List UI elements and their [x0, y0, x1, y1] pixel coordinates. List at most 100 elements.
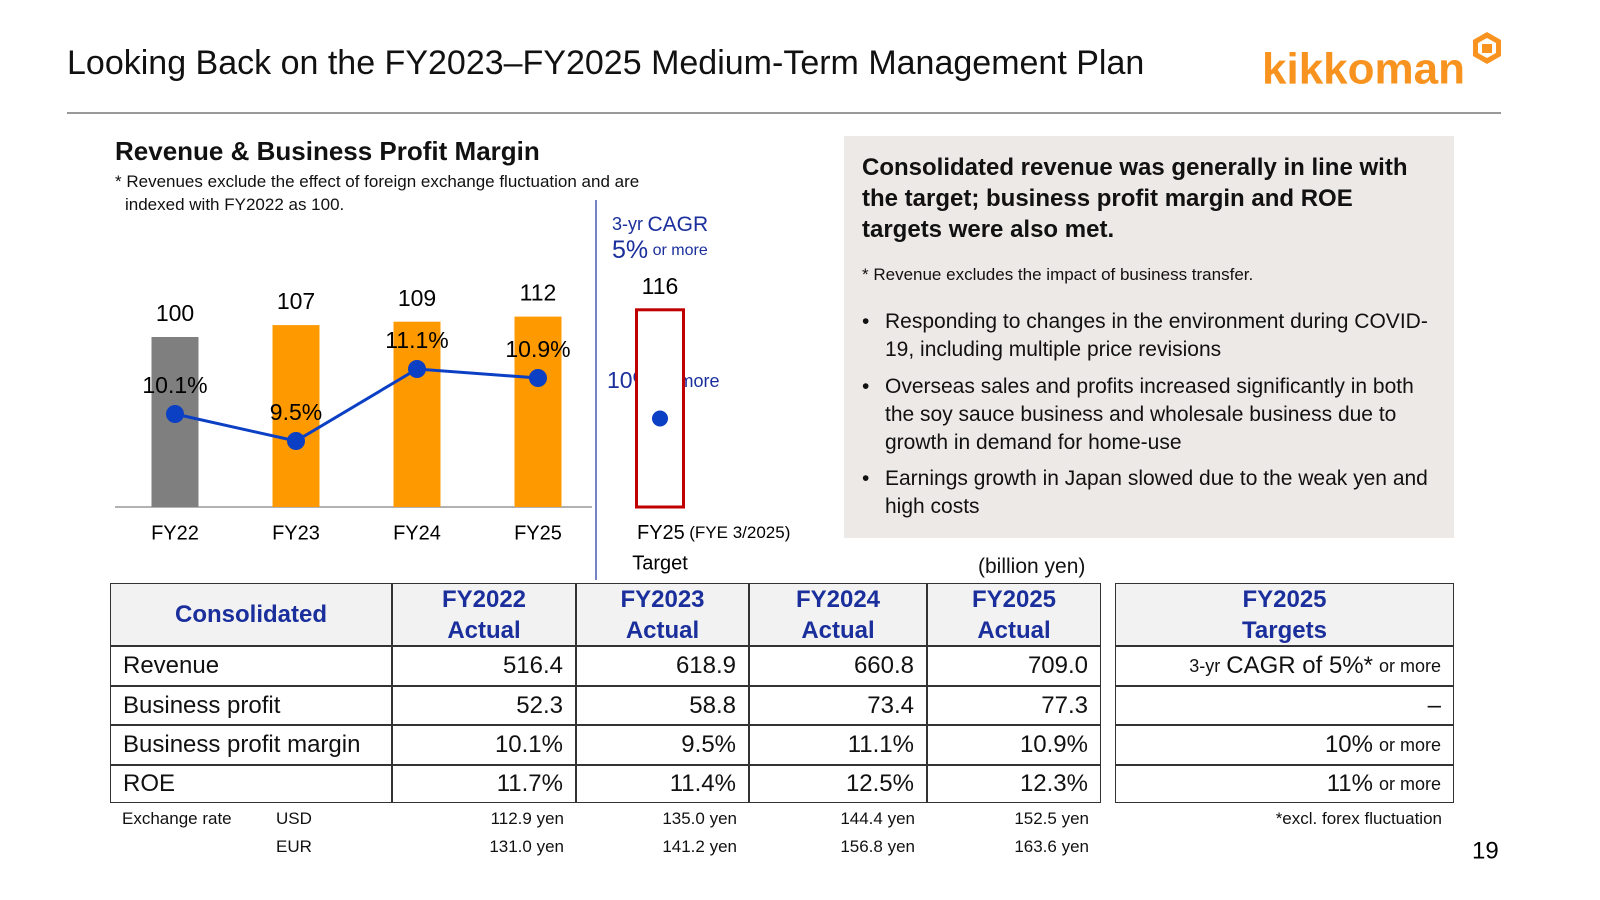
- logo-icon: [1473, 32, 1501, 64]
- bullet-dot: •: [862, 375, 870, 398]
- exchange-label: Exchange rate: [122, 809, 232, 828]
- page-number: 19: [1472, 837, 1499, 864]
- bar-label: 109: [398, 285, 436, 311]
- header-cell: FY2025 Actual: [927, 583, 1101, 646]
- exchange-value: 156.8 yen: [840, 837, 915, 856]
- panel-heading: Consolidated revenue was generally in li…: [862, 154, 1408, 243]
- target-margin-point: [652, 410, 668, 427]
- bullet-dot: •: [862, 467, 870, 490]
- exchange-value: 131.0 yen: [489, 837, 564, 856]
- target-bar-label: 116: [642, 273, 679, 299]
- row-label: Business profit margin: [110, 725, 392, 765]
- cagr-text: CAGR: [647, 213, 708, 236]
- chart-subtitle: indexed with FY2022 as 100.: [125, 195, 345, 214]
- header-cell: FY2024 Actual: [749, 583, 927, 646]
- bullet: • Responding to changes in the environmen…: [862, 308, 1432, 364]
- x-tick-label: FY23: [272, 522, 320, 544]
- value-cell: 73.4: [749, 686, 927, 725]
- target-cell: 11% or more: [1115, 765, 1454, 803]
- header-line: Actual: [447, 616, 521, 644]
- header-cell: Consolidated: [110, 583, 392, 646]
- row-label: ROE: [110, 765, 392, 803]
- value-cell: 11.7%: [392, 765, 576, 803]
- header-line: FY2025: [1242, 585, 1327, 613]
- header-line: Consolidated: [174, 601, 327, 628]
- panel-note: * Revenue excludes the impact of busines…: [862, 265, 1254, 284]
- target-part: or more: [1378, 655, 1441, 676]
- summary-panel: Consolidated revenue was generally in li…: [844, 136, 1454, 538]
- currency: USD: [276, 809, 312, 828]
- value-cell: 12.3%: [927, 765, 1101, 803]
- target-part: 3-yr: [1189, 655, 1221, 676]
- target-part: CAGR of 5%*: [1226, 652, 1373, 679]
- bar-label: 112: [520, 280, 557, 306]
- header-line: FY2025: [971, 585, 1057, 613]
- bar: [514, 316, 562, 507]
- header-line: Actual: [801, 616, 875, 644]
- bar: [272, 325, 320, 507]
- target-note: (FYE 3/2025): [689, 523, 790, 542]
- bar-label: 107: [277, 288, 315, 314]
- header-line: Actual: [977, 616, 1051, 644]
- value-cell: 709.0: [927, 646, 1101, 686]
- target-part: or more: [1378, 734, 1441, 755]
- margin-point: [408, 360, 426, 378]
- cagr-suffix: or more: [653, 242, 708, 259]
- margin-label: 11.1%: [385, 327, 449, 353]
- bullet: • Earnings growth in Japan slowed due to …: [862, 465, 1432, 521]
- bullet-dot: •: [862, 310, 870, 333]
- margin-point: [529, 369, 547, 387]
- bullet-text: Responding to changes in the environment…: [885, 310, 1428, 361]
- bullet-text: Earnings growth in Japan slowed due to t…: [885, 467, 1428, 518]
- row-label: Business profit: [110, 686, 392, 725]
- bar: [393, 321, 441, 507]
- value-cell: 10.1%: [392, 725, 576, 765]
- target-cell: –: [1115, 686, 1454, 725]
- cagr-label: 3-yr CAGR: [612, 213, 708, 236]
- exchange-value: 163.6 yen: [1014, 837, 1089, 856]
- exchange-value: 144.4 yen: [840, 809, 915, 828]
- target-bar: [635, 308, 685, 509]
- margin-label: 9.5%: [270, 399, 322, 425]
- bullet: • Overseas sales and profits increased si…: [862, 373, 1432, 457]
- target-category-label: FY25: [637, 522, 685, 544]
- x-tick-label: FY22: [151, 522, 199, 544]
- footnote: *excl. forex fluctuation: [1275, 809, 1442, 828]
- header-line: Targets: [1242, 616, 1327, 644]
- chart-subtitle: * Revenues exclude the effect of foreign…: [115, 172, 640, 191]
- logo: kikkoman: [1262, 45, 1465, 94]
- exchange-value: 112.9 yen: [490, 809, 564, 828]
- margin-label: 10.9%: [505, 336, 570, 362]
- value-cell: 52.3: [392, 686, 576, 725]
- margin-line: [174, 367, 539, 443]
- header-line: FY2024: [795, 585, 881, 613]
- value-cell: 12.5%: [749, 765, 927, 803]
- target-label: Target: [632, 552, 688, 574]
- margin-label: 10.1%: [142, 372, 207, 398]
- value-cell: 618.9: [576, 646, 749, 686]
- exchange-value: 141.2 yen: [662, 837, 737, 856]
- slide-title: Looking Back on the FY2023–FY2025 Medium…: [67, 44, 1145, 82]
- table-unit: (billion yen): [978, 555, 1086, 578]
- chart-title: Revenue & Business Profit Margin: [115, 136, 540, 166]
- target-cell: 3-yr CAGR of 5%* or more: [1115, 646, 1454, 686]
- value-cell: 77.3: [927, 686, 1101, 725]
- row-label: Revenue: [110, 646, 392, 686]
- header-line: Actual: [625, 616, 700, 644]
- cagr-value: 5% or more: [612, 236, 708, 264]
- value-cell: 516.4: [392, 646, 576, 686]
- bullet-text: Overseas sales and profits increased sig…: [885, 375, 1414, 454]
- target-part: –: [1427, 691, 1441, 719]
- cagr-value-label: 5%: [612, 236, 648, 264]
- header-cell: FY2025 Targets: [1115, 583, 1454, 646]
- target-cell: 10% or more: [1115, 725, 1454, 765]
- target-part: 10%: [1324, 731, 1373, 758]
- value-cell: 660.8: [749, 646, 927, 686]
- value-cell: 11.1%: [749, 725, 927, 765]
- value-cell: 11.4%: [576, 765, 749, 803]
- header-cell: FY2023 Actual: [576, 583, 749, 646]
- margin-point: [287, 432, 305, 450]
- target-part: 11%: [1326, 770, 1373, 797]
